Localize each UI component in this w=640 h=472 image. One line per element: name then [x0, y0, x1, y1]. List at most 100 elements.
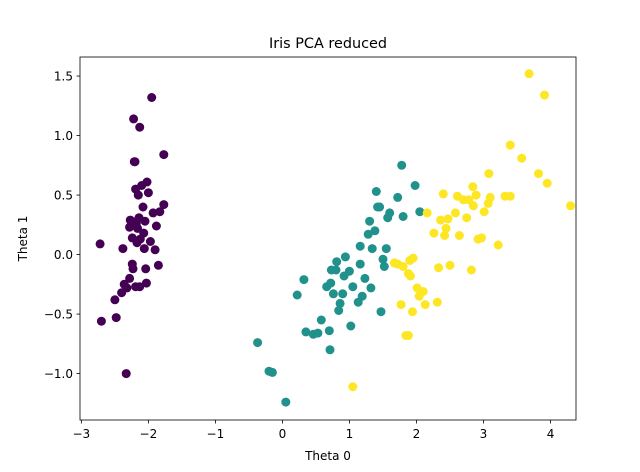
y-tick-label: −0.5 — [44, 307, 73, 321]
data-point — [159, 150, 169, 160]
points-layer — [95, 69, 576, 407]
data-point — [524, 69, 534, 79]
data-point — [141, 278, 151, 288]
data-point — [147, 93, 157, 102]
data-point — [534, 169, 543, 179]
x-tick-label: 4 — [547, 427, 555, 441]
data-point — [422, 208, 432, 218]
data-point — [403, 331, 413, 340]
data-point — [434, 263, 444, 273]
data-point — [479, 207, 489, 217]
data-point — [328, 289, 338, 299]
data-point — [477, 233, 486, 243]
data-point — [139, 228, 149, 238]
data-point — [133, 190, 143, 200]
data-point — [334, 306, 344, 315]
data-point — [153, 260, 163, 270]
y-tick-label: 0.5 — [54, 188, 73, 202]
data-point — [128, 264, 138, 274]
data-point — [385, 208, 395, 218]
data-point — [140, 216, 150, 226]
data-point — [155, 207, 165, 217]
x-axis: −3 −2 −1 0 1 2 3 4 — [72, 420, 554, 441]
data-point — [324, 326, 334, 336]
data-point — [355, 259, 365, 269]
data-point — [340, 252, 350, 262]
data-point — [125, 273, 135, 283]
y-tick-label: 0.0 — [54, 248, 73, 262]
data-point — [121, 369, 131, 379]
x-axis-label: Theta 0 — [304, 449, 351, 463]
data-point — [398, 262, 408, 271]
data-point — [355, 241, 365, 251]
data-point — [133, 223, 143, 233]
data-point — [398, 212, 408, 221]
data-point — [485, 192, 495, 202]
data-point — [338, 289, 348, 299]
data-point — [405, 271, 415, 281]
data-point — [122, 283, 132, 293]
data-point — [438, 189, 448, 199]
data-point — [253, 338, 263, 348]
data-point — [420, 300, 430, 310]
data-point — [138, 202, 148, 212]
data-point — [367, 244, 377, 254]
data-point — [370, 226, 380, 236]
data-point — [344, 266, 354, 276]
data-point — [366, 283, 376, 293]
data-point — [441, 223, 451, 233]
data-point — [505, 191, 515, 201]
data-point — [542, 178, 552, 188]
data-point — [301, 327, 311, 337]
data-point — [471, 190, 481, 200]
data-point — [325, 345, 335, 355]
data-point — [396, 300, 406, 310]
x-tick-label: 2 — [413, 427, 421, 441]
x-tick-label: 1 — [346, 427, 354, 441]
data-point — [267, 367, 277, 377]
data-point — [96, 316, 106, 326]
data-point — [159, 200, 169, 210]
data-point — [326, 278, 336, 288]
data-point — [142, 177, 152, 187]
data-point — [418, 287, 428, 296]
data-point — [381, 244, 391, 254]
data-point — [360, 273, 370, 283]
data-point — [450, 208, 460, 218]
y-tick-label: 1.5 — [54, 69, 73, 83]
data-point — [135, 122, 145, 132]
data-point — [313, 328, 323, 338]
data-point — [415, 207, 425, 217]
data-point — [397, 160, 407, 170]
data-point — [429, 228, 439, 238]
data-point — [135, 282, 145, 292]
plot-frame — [79, 56, 577, 421]
data-point — [292, 290, 302, 300]
data-point — [468, 182, 478, 192]
data-point — [517, 153, 527, 163]
data-point — [493, 240, 503, 250]
data-point — [348, 282, 358, 292]
data-point — [118, 244, 128, 254]
data-point — [143, 188, 153, 198]
data-point — [365, 216, 375, 226]
data-point — [316, 315, 326, 325]
y-axis-label: Theta 1 — [16, 216, 30, 263]
data-point — [375, 202, 385, 212]
data-point — [110, 295, 120, 305]
x-tick-label: 0 — [279, 427, 287, 441]
x-tick-label: −3 — [72, 427, 90, 441]
data-point — [141, 264, 151, 274]
data-point — [332, 257, 342, 267]
x-tick-label: 3 — [480, 427, 488, 441]
data-point — [129, 114, 139, 124]
data-point — [357, 291, 367, 301]
data-point — [462, 213, 472, 223]
y-tick-label: −1.0 — [44, 367, 73, 381]
data-point — [378, 254, 388, 264]
data-point — [454, 231, 464, 240]
data-point — [410, 181, 420, 190]
data-point — [281, 397, 291, 407]
